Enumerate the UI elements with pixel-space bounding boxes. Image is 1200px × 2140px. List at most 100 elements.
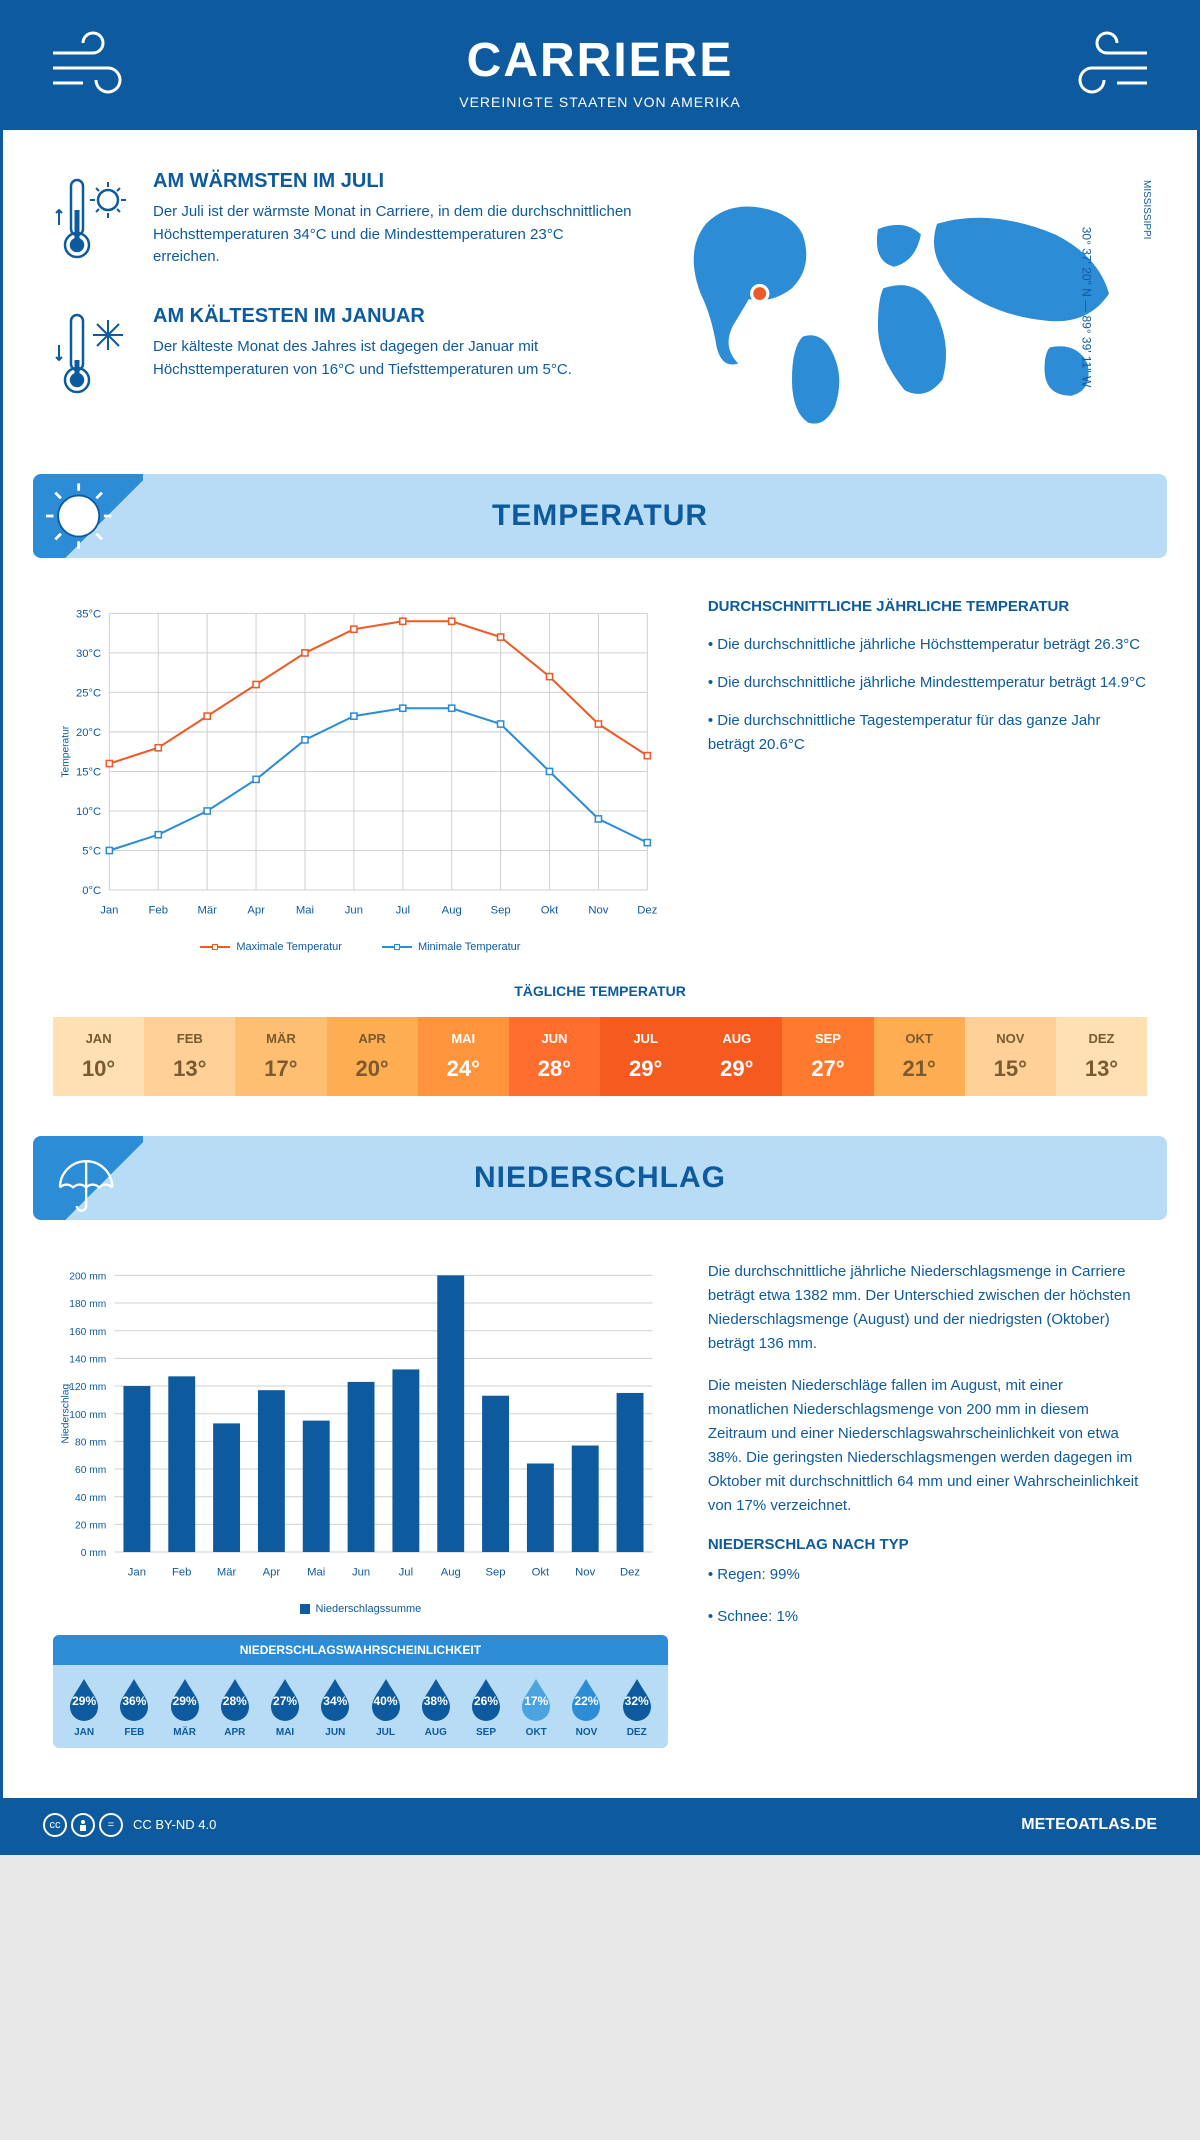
legend-max: Maximale Temperatur (200, 941, 342, 953)
precip-p2: Die meisten Niederschläge fallen im Augu… (708, 1374, 1147, 1518)
raindrop-icon: 40% (368, 1677, 404, 1721)
precipitation-chart: 0 mm20 mm40 mm60 mm80 mm100 mm120 mm140 … (53, 1260, 668, 1615)
svg-text:Nov: Nov (588, 904, 608, 916)
svg-text:Dez: Dez (620, 1566, 640, 1578)
svg-text:Jun: Jun (345, 904, 363, 916)
svg-text:60 mm: 60 mm (75, 1465, 106, 1476)
umbrella-banner-icon (33, 1136, 143, 1220)
daily-temp-heading: TÄGLICHE TEMPERATUR (53, 983, 1147, 999)
raindrop-icon: 29% (66, 1677, 102, 1721)
prob-cell: 22% NOV (561, 1677, 611, 1738)
svg-text:Sep: Sep (486, 1566, 506, 1578)
svg-text:Feb: Feb (172, 1566, 191, 1578)
raindrop-icon: 28% (217, 1677, 253, 1721)
raindrop-icon: 29% (167, 1677, 203, 1721)
daily-temp-cell: JAN10° (53, 1017, 144, 1096)
raindrop-icon: 32% (619, 1677, 655, 1721)
svg-text:Okt: Okt (532, 1566, 550, 1578)
annual-temp-p1: • Die durchschnittliche jährliche Höchst… (708, 633, 1147, 657)
prob-cell: 17% OKT (511, 1677, 561, 1738)
infographic-page: CARRIERE VEREINIGTE STAATEN VON AMERIKA (0, 0, 1200, 1855)
raindrop-icon: 34% (317, 1677, 353, 1721)
prob-heading: NIEDERSCHLAGSWAHRSCHEINLICHKEIT (53, 1635, 668, 1665)
prob-cell: 32% DEZ (612, 1677, 662, 1738)
wind-icon-left (43, 23, 143, 103)
daily-temp-cell: SEP27° (782, 1017, 873, 1096)
prob-cell: 29% MÄR (159, 1677, 209, 1738)
precip-type-snow: • Schnee: 1% (708, 1605, 1147, 1629)
daily-temp-cell: NOV15° (965, 1017, 1056, 1096)
precipitation-banner: NIEDERSCHLAG (33, 1136, 1167, 1220)
svg-text:Mai: Mai (296, 904, 314, 916)
legend-min: Minimale Temperatur (382, 941, 521, 953)
region-label: MISSISSIPPI (1141, 180, 1152, 239)
nd-icon: = (99, 1813, 123, 1837)
thermometer-sun-icon (53, 170, 133, 275)
raindrop-icon: 17% (518, 1677, 554, 1721)
daily-temp-cell: DEZ13° (1056, 1017, 1147, 1096)
svg-text:0 mm: 0 mm (81, 1548, 107, 1559)
thermometer-snow-icon (53, 305, 133, 410)
temperature-heading: TEMPERATUR (53, 499, 1147, 533)
svg-text:Jun: Jun (352, 1566, 370, 1578)
svg-text:0°C: 0°C (82, 885, 101, 897)
warmest-block: AM WÄRMSTEN IM JULI Der Juli ist der wär… (53, 170, 633, 275)
svg-text:200 mm: 200 mm (69, 1271, 106, 1282)
svg-text:5°C: 5°C (82, 845, 101, 857)
precipitation-probability: NIEDERSCHLAGSWAHRSCHEINLICHKEIT 29% JAN … (53, 1635, 668, 1748)
svg-text:Mär: Mär (217, 1566, 237, 1578)
coordinates: 30° 37' 20" N — 89° 39' 11" W (1080, 227, 1094, 388)
legend-precip: Niederschlagssumme (300, 1603, 422, 1615)
annual-temp-heading: DURCHSCHNITTLICHE JÄHRLICHE TEMPERATUR (708, 598, 1147, 615)
temperature-banner: TEMPERATUR (33, 474, 1167, 558)
svg-text:20°C: 20°C (76, 727, 101, 739)
daily-temp-cell: APR20° (327, 1017, 418, 1096)
svg-text:Mär: Mär (197, 904, 217, 916)
page-subtitle: VEREINIGTE STAATEN VON AMERIKA (23, 94, 1177, 110)
svg-text:Niederschlag: Niederschlag (60, 1383, 71, 1443)
raindrop-icon: 38% (418, 1677, 454, 1721)
svg-text:20 mm: 20 mm (75, 1520, 106, 1531)
svg-text:Temperatur: Temperatur (60, 725, 71, 777)
svg-text:Aug: Aug (442, 904, 462, 916)
annual-temp-p2: • Die durchschnittliche jährliche Mindes… (708, 671, 1147, 695)
header: CARRIERE VEREINIGTE STAATEN VON AMERIKA (3, 3, 1197, 130)
svg-text:Apr: Apr (247, 904, 265, 916)
prob-cell: 40% JUL (360, 1677, 410, 1738)
wind-icon-right (1057, 23, 1157, 103)
footer: cc = CC BY-ND 4.0 METEOATLAS.DE (3, 1798, 1197, 1852)
svg-text:Apr: Apr (263, 1566, 281, 1578)
svg-text:160 mm: 160 mm (69, 1326, 106, 1337)
svg-text:Dez: Dez (637, 904, 657, 916)
world-map: 30° 37' 20" N — 89° 39' 11" W MISSISSIPP… (663, 170, 1147, 444)
prob-cell: 34% JUN (310, 1677, 360, 1738)
svg-text:40 mm: 40 mm (75, 1492, 106, 1503)
svg-text:80 mm: 80 mm (75, 1437, 106, 1448)
prob-cell: 28% APR (210, 1677, 260, 1738)
coldest-text: Der kälteste Monat des Jahres ist dagege… (153, 336, 633, 381)
raindrop-icon: 27% (267, 1677, 303, 1721)
raindrop-icon: 36% (116, 1677, 152, 1721)
annual-temp-p3: • Die durchschnittliche Tagestemperatur … (708, 709, 1147, 757)
svg-text:Aug: Aug (441, 1566, 461, 1578)
svg-text:Okt: Okt (541, 904, 559, 916)
svg-text:Jan: Jan (100, 904, 118, 916)
precipitation-section: 0 mm20 mm40 mm60 mm80 mm100 mm120 mm140 … (3, 1220, 1197, 1778)
prob-cell: 27% MAI (260, 1677, 310, 1738)
svg-text:30°C: 30°C (76, 648, 101, 660)
raindrop-icon: 22% (568, 1677, 604, 1721)
legend-max-label: Maximale Temperatur (236, 941, 342, 953)
svg-text:15°C: 15°C (76, 766, 101, 778)
svg-text:Nov: Nov (575, 1566, 595, 1578)
warmest-text: Der Juli ist der wärmste Monat in Carrie… (153, 201, 633, 269)
daily-temp-cell: OKT21° (874, 1017, 965, 1096)
prob-cell: 26% SEP (461, 1677, 511, 1738)
daily-temperature: TÄGLICHE TEMPERATUR JAN10°FEB13°MÄR17°AP… (3, 973, 1197, 1136)
legend-min-label: Minimale Temperatur (418, 941, 521, 953)
temperature-chart: 0°C5°C10°C15°C20°C25°C30°C35°CJanFebMärA… (53, 598, 668, 953)
warmest-heading: AM WÄRMSTEN IM JULI (153, 170, 633, 193)
daily-temp-cell: FEB13° (144, 1017, 235, 1096)
daily-temp-cell: AUG29° (691, 1017, 782, 1096)
svg-text:Jan: Jan (128, 1566, 146, 1578)
daily-temp-cell: JUN28° (509, 1017, 600, 1096)
